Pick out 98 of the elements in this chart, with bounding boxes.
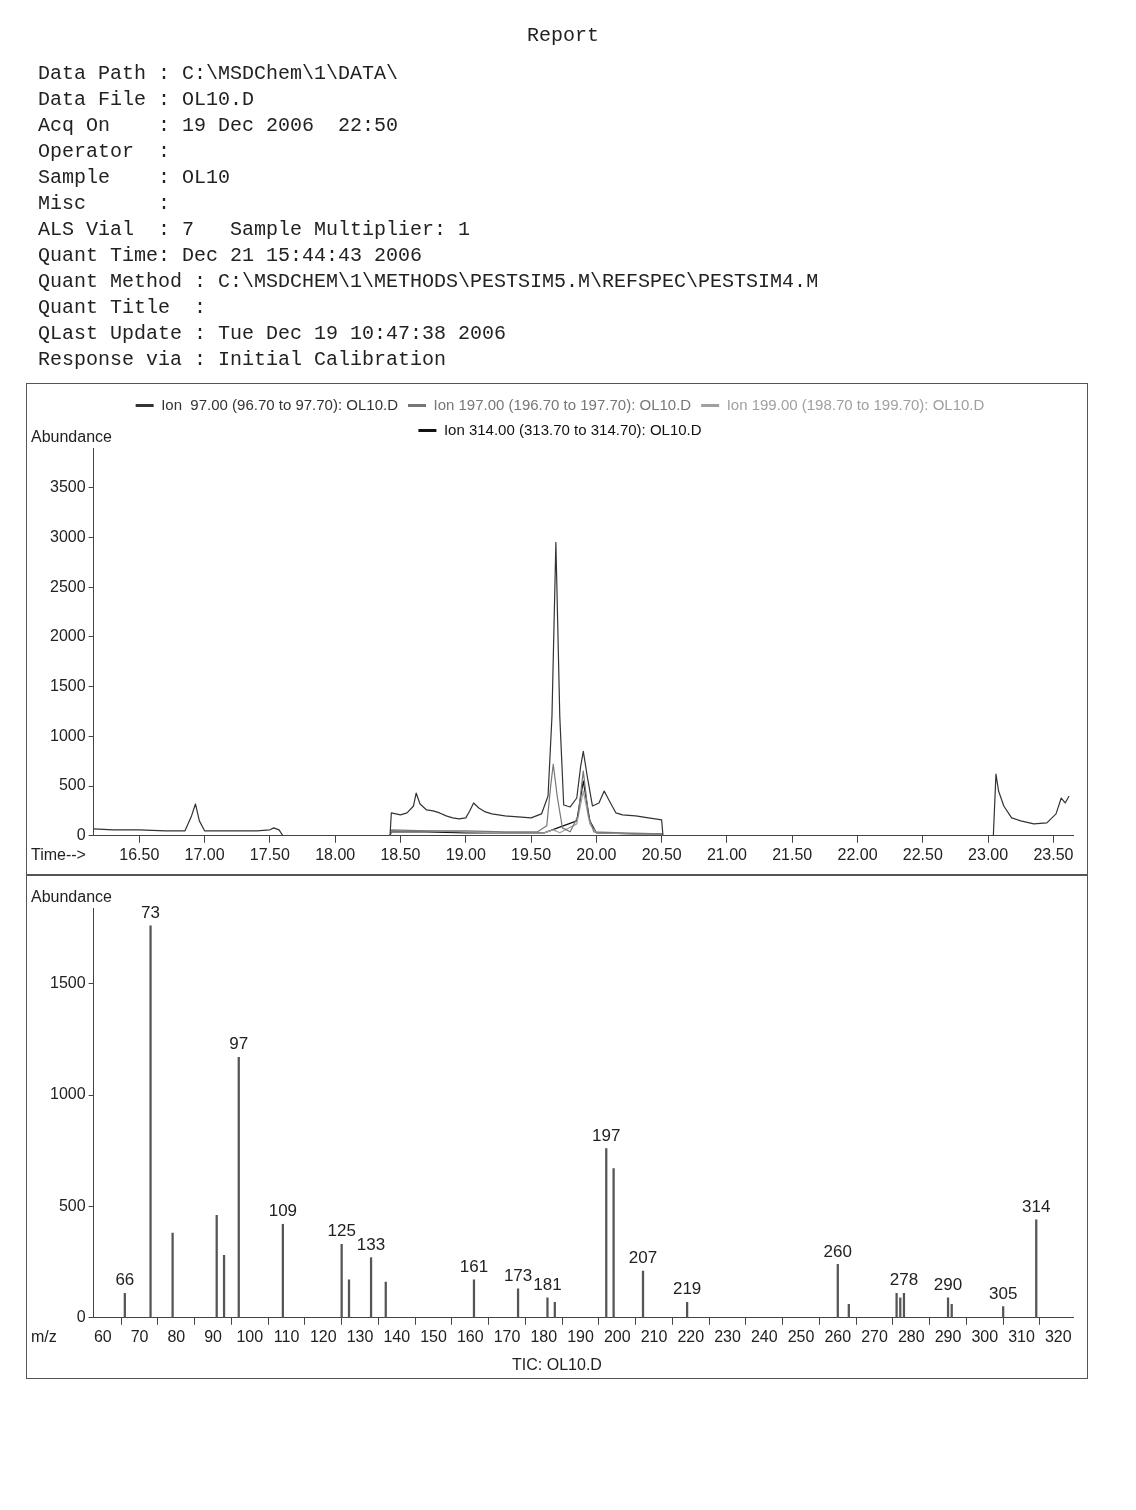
x-tick-label: 60 xyxy=(93,1327,112,1345)
x-tick-label: 190 xyxy=(567,1327,594,1345)
text: Response via : Initial Calibration xyxy=(38,347,448,373)
annotation: 66 xyxy=(115,1270,135,1290)
text: ALS Vial : 7 Sample Multiplier: 1 xyxy=(38,217,472,243)
x-tick-label: 70 xyxy=(130,1327,149,1345)
annotation: 305 xyxy=(988,1283,1018,1303)
bar xyxy=(546,1297,549,1318)
text: Quant Time: Dec 21 15:44:43 2006 xyxy=(38,243,424,269)
annotation: 278 xyxy=(889,1270,919,1290)
text: TIC: OL10.D xyxy=(511,1356,603,1375)
x-tick-label: 120 xyxy=(309,1327,337,1345)
x-tick-label: 130 xyxy=(346,1327,374,1345)
x-tick-label: 21.50 xyxy=(772,845,813,863)
legend-label: Ion 97.00 (96.70 to 97.70): OL10.D xyxy=(161,395,399,413)
x-tick-label: 16.50 xyxy=(119,845,160,863)
annotation: 97 xyxy=(229,1034,249,1054)
y-tick-label: 3500 xyxy=(50,478,86,496)
y-tick-label: 1500 xyxy=(50,974,86,992)
x-tick-label: 21.00 xyxy=(706,845,748,863)
annotation: 133 xyxy=(356,1234,386,1254)
x-tick-label: 270 xyxy=(861,1327,888,1345)
x-tick-label: 210 xyxy=(640,1327,668,1345)
y-tick-label: 500 xyxy=(58,776,86,794)
text: Data Path : C:\MSDChem\1\DATA\ xyxy=(38,61,400,87)
bar xyxy=(895,1292,898,1318)
y-tick-label: 500 xyxy=(58,1196,86,1214)
annotation: 290 xyxy=(933,1274,963,1294)
x-tick-label: 310 xyxy=(1008,1327,1035,1345)
x-tick-label: 160 xyxy=(456,1327,484,1345)
text: Operator : xyxy=(38,139,172,165)
bar xyxy=(171,1232,174,1318)
y-tick-label: 0 xyxy=(76,1308,86,1326)
x-tick-label: 19.00 xyxy=(445,845,486,863)
legend-label: Ion 314.00 (313.70 to 314.70): OL10.D xyxy=(443,420,702,438)
text: Misc : xyxy=(38,191,172,217)
x-axis-title: m/z xyxy=(31,1328,57,1346)
annotation: 73 xyxy=(141,903,161,922)
x-axis-title: Time--> xyxy=(31,846,86,864)
annotation: 197 xyxy=(592,1125,621,1145)
x-tick-label: 170 xyxy=(493,1327,521,1345)
x-tick-label: 23.00 xyxy=(968,845,1009,863)
x-tick-label: 23.50 xyxy=(1033,845,1074,863)
annotation: 125 xyxy=(327,1221,356,1241)
x-tick-label: 22.00 xyxy=(837,845,878,863)
text: Sample : OL10 xyxy=(38,165,232,191)
annotation: 161 xyxy=(459,1257,489,1277)
annotation: 260 xyxy=(823,1241,852,1261)
x-tick-label: 290 xyxy=(934,1327,962,1345)
x-tick-label: 140 xyxy=(383,1327,411,1345)
y-tick-label: 1000 xyxy=(50,726,86,744)
y-tick-label: 2000 xyxy=(50,627,86,645)
x-tick-label: 20.00 xyxy=(576,845,617,863)
text: Data File : OL10.D xyxy=(38,87,256,113)
x-tick-label: 110 xyxy=(273,1327,300,1345)
x-tick-label: 300 xyxy=(971,1327,999,1345)
x-tick-label: 320 xyxy=(1044,1327,1072,1345)
x-tick-label: 260 xyxy=(824,1327,852,1345)
x-tick-label: 22.50 xyxy=(902,845,943,863)
y-tick-label: 2500 xyxy=(50,577,86,595)
annotation: 181 xyxy=(533,1274,562,1294)
x-tick-label: 150 xyxy=(420,1327,447,1345)
annotation: 314 xyxy=(1022,1196,1051,1216)
y-tick-label: 0 xyxy=(76,826,86,844)
x-tick-label: 80 xyxy=(167,1327,186,1345)
y-axis-title: Abundance xyxy=(31,428,113,446)
x-tick-label: 100 xyxy=(236,1327,264,1345)
text: Acq On : 19 Dec 2006 22:50 xyxy=(38,113,400,139)
x-tick-label: 19.50 xyxy=(511,845,552,863)
x-tick-label: 240 xyxy=(750,1327,778,1345)
annotation: 109 xyxy=(268,1201,298,1221)
y-tick-label: 1500 xyxy=(50,677,86,695)
x-tick-label: 18.50 xyxy=(380,845,421,863)
y-axis-title: Abundance xyxy=(31,888,113,906)
bar xyxy=(612,1168,615,1318)
y-tick-label: 1000 xyxy=(50,1085,86,1103)
x-tick-label: 20.50 xyxy=(641,845,682,863)
x-tick-label: 200 xyxy=(603,1327,631,1345)
legend-label: Ion 199.00 (198.70 to 199.70): OL10.D xyxy=(726,395,985,413)
annotation: 173 xyxy=(503,1266,533,1286)
x-tick-label: 220 xyxy=(677,1327,705,1345)
text: Quant Title : xyxy=(38,295,208,321)
x-tick-label: 90 xyxy=(204,1327,223,1345)
text: Quant Method : C:\MSDCHEM\1\METHODS\PESTSIM5.M\REFSPEC\PESTSIM4.M xyxy=(38,269,820,295)
x-tick-label: 180 xyxy=(530,1327,558,1345)
x-tick-label: 18.00 xyxy=(315,845,356,863)
y-tick-label: 3000 xyxy=(50,527,86,545)
text: Report xyxy=(526,24,600,47)
x-tick-label: 17.50 xyxy=(249,845,290,863)
x-tick-label: 280 xyxy=(897,1327,925,1345)
bar xyxy=(149,925,152,1318)
x-tick-label: 17.00 xyxy=(184,845,225,863)
legend-label: Ion 197.00 (196.70 to 197.70): OL10.D xyxy=(433,395,692,413)
x-tick-label: 230 xyxy=(714,1327,741,1345)
text: QLast Update : Tue Dec 19 10:47:38 2006 xyxy=(38,321,508,347)
annotation: 207 xyxy=(628,1248,658,1268)
annotation: 219 xyxy=(672,1279,702,1299)
x-tick-label: 250 xyxy=(787,1327,815,1345)
